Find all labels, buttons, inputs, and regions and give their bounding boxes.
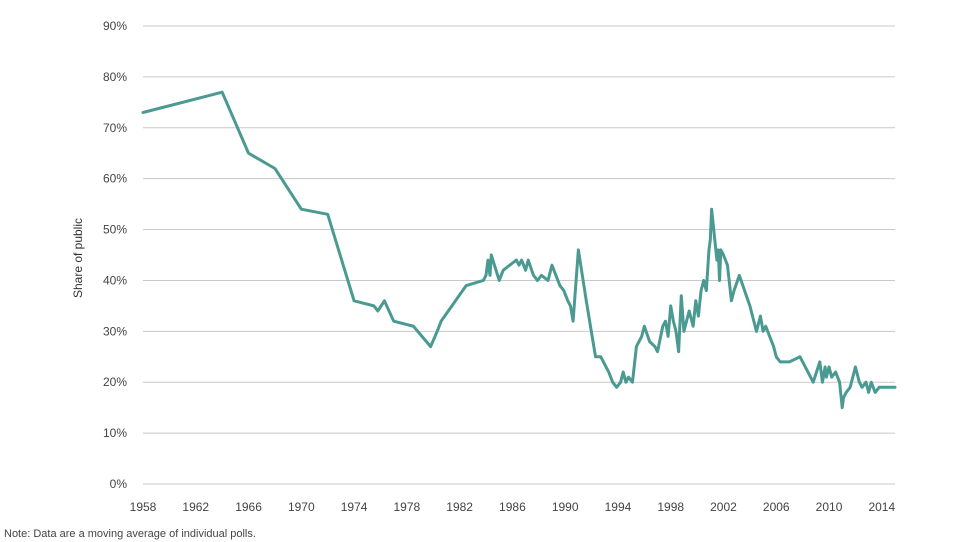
x-tick-label: 1962 bbox=[182, 500, 209, 514]
x-tick-label: 1982 bbox=[446, 500, 473, 514]
y-axis-label: Share of public bbox=[71, 218, 85, 298]
y-tick-label: 90% bbox=[103, 19, 127, 33]
x-tick-label: 2014 bbox=[868, 500, 895, 514]
y-tick-label: 70% bbox=[103, 121, 127, 135]
y-tick-label: 30% bbox=[103, 324, 127, 338]
x-tick-label: 1990 bbox=[552, 500, 579, 514]
series-line bbox=[141, 90, 897, 410]
y-tick-label: 60% bbox=[103, 172, 127, 186]
x-tick-label: 1970 bbox=[288, 500, 315, 514]
x-tick-label: 1978 bbox=[394, 500, 421, 514]
y-tick-label: 10% bbox=[103, 426, 127, 440]
y-tick-label: 0% bbox=[110, 477, 128, 491]
x-tick-label: 1974 bbox=[341, 500, 368, 514]
x-tick-label: 1994 bbox=[605, 500, 632, 514]
y-axis-tick-labels: 0% 10% 20% 30% 40% 50% 60% 70% 80% 90% bbox=[103, 19, 127, 491]
y-tick-label: 20% bbox=[103, 375, 127, 389]
y-tick-label: 50% bbox=[103, 223, 127, 237]
y-tick-label: 80% bbox=[103, 70, 127, 84]
x-tick-label: 2002 bbox=[710, 500, 737, 514]
x-tick-label: 1958 bbox=[130, 500, 157, 514]
x-tick-label: 2006 bbox=[763, 500, 790, 514]
x-tick-label: 2010 bbox=[816, 500, 843, 514]
x-tick-label: 1966 bbox=[235, 500, 262, 514]
gridlines bbox=[143, 25, 895, 485]
x-tick-label: 1986 bbox=[499, 500, 526, 514]
y-tick-label: 40% bbox=[103, 273, 127, 287]
footnote: Note: Data are a moving average of indiv… bbox=[4, 528, 256, 540]
x-axis-tick-labels: 1958 1962 1966 1970 1974 1978 1982 1986 1990 1994… bbox=[130, 500, 896, 514]
x-tick-label: 1998 bbox=[657, 500, 684, 514]
